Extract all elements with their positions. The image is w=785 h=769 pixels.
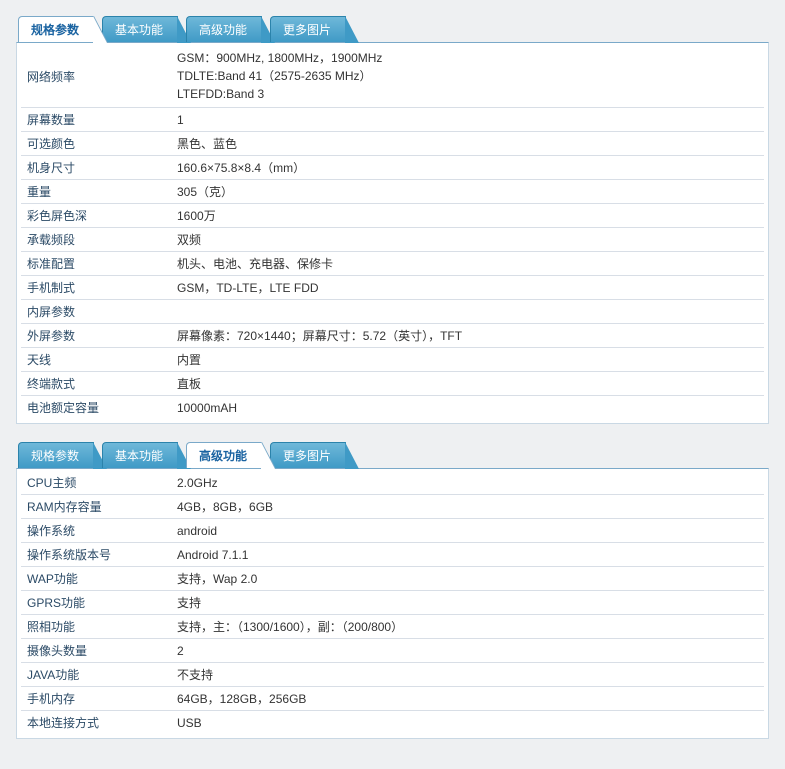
spec-row-value: 内置	[171, 348, 764, 372]
table-row: 网络频率GSM：900MHz, 1800MHz，1900MHzTDLTE:Ban…	[21, 45, 764, 108]
tab-bar-2: 规格参数 基本功能 高级功能 更多图片	[18, 440, 769, 468]
table-row: 本地连接方式USB	[21, 711, 764, 735]
spec-panel-2: 规格参数 基本功能 高级功能 更多图片 CPU主频2.0GHzRAM内存容量4G…	[16, 440, 769, 739]
table-row: 手机内存64GB，128GB，256GB	[21, 687, 764, 711]
table-row: 操作系统android	[21, 519, 764, 543]
spec-row-value: 1600万	[171, 204, 764, 228]
spec-row-value: Android 7.1.1	[171, 543, 764, 567]
spec-row-value: USB	[171, 711, 764, 735]
spec-row-label: 照相功能	[21, 615, 171, 639]
tab-label: 规格参数	[31, 449, 79, 463]
spec-row-label: 电池额定容量	[21, 396, 171, 420]
tab-label: 更多图片	[283, 23, 331, 37]
spec-row-value	[171, 300, 764, 324]
spec-table-2-wrap: CPU主频2.0GHzRAM内存容量4GB，8GB，6GB操作系统android…	[16, 468, 769, 739]
tab-spec-params[interactable]: 规格参数	[18, 16, 94, 42]
spec-row-value: GSM，TD-LTE，LTE FDD	[171, 276, 764, 300]
table-row: 机身尺寸160.6×75.8×8.4（mm）	[21, 156, 764, 180]
spec-row-label: 彩色屏色深	[21, 204, 171, 228]
table-row: 承载频段双频	[21, 228, 764, 252]
spec-row-label: 手机内存	[21, 687, 171, 711]
tab2-adv-func[interactable]: 高级功能	[186, 442, 262, 468]
tab-basic-func[interactable]: 基本功能	[102, 16, 178, 42]
tab2-more-pics[interactable]: 更多图片	[270, 442, 346, 468]
spec-row-label: 屏幕数量	[21, 108, 171, 132]
spec-row-value: 黑色、蓝色	[171, 132, 764, 156]
spec-row-value: 64GB，128GB，256GB	[171, 687, 764, 711]
tab2-spec-params[interactable]: 规格参数	[18, 442, 94, 468]
spec-row-value: 不支持	[171, 663, 764, 687]
tab-more-pics[interactable]: 更多图片	[270, 16, 346, 42]
table-row: 标准配置机头、电池、充电器、保修卡	[21, 252, 764, 276]
table-row: 重量305（克）	[21, 180, 764, 204]
spec-row-value: 4GB，8GB，6GB	[171, 495, 764, 519]
spec-row-label: 摄像头数量	[21, 639, 171, 663]
spec-row-label: 操作系统版本号	[21, 543, 171, 567]
spec-row-value: 支持，主：（1300/1600），副：（200/800）	[171, 615, 764, 639]
spec-row-label: JAVA功能	[21, 663, 171, 687]
spec-row-value: 2	[171, 639, 764, 663]
table-row: 摄像头数量2	[21, 639, 764, 663]
table-row: 电池额定容量10000mAH	[21, 396, 764, 420]
spec-row-label: 内屏参数	[21, 300, 171, 324]
tab-label: 更多图片	[283, 449, 331, 463]
spec-row-label: 标准配置	[21, 252, 171, 276]
spec-row-label: 重量	[21, 180, 171, 204]
table-row: GPRS功能支持	[21, 591, 764, 615]
tab-label: 基本功能	[115, 23, 163, 37]
table-row: 照相功能支持，主：（1300/1600），副：（200/800）	[21, 615, 764, 639]
table-row: 彩色屏色深1600万	[21, 204, 764, 228]
tab-label: 规格参数	[31, 23, 79, 37]
spec-row-label: WAP功能	[21, 567, 171, 591]
tab-label: 高级功能	[199, 449, 247, 463]
spec-row-label: GPRS功能	[21, 591, 171, 615]
spec-row-label: 终端款式	[21, 372, 171, 396]
spec-row-label: 手机制式	[21, 276, 171, 300]
tab-label: 高级功能	[199, 23, 247, 37]
spec-row-value: 机头、电池、充电器、保修卡	[171, 252, 764, 276]
spec-row-value: 双频	[171, 228, 764, 252]
tab2-basic-func[interactable]: 基本功能	[102, 442, 178, 468]
table-row: 内屏参数	[21, 300, 764, 324]
table-row: WAP功能支持，Wap 2.0	[21, 567, 764, 591]
spec-row-value: GSM：900MHz, 1800MHz，1900MHzTDLTE:Band 41…	[171, 45, 764, 108]
tab-bar-1: 规格参数 基本功能 高级功能 更多图片	[18, 14, 769, 42]
table-row: 外屏参数屏幕像素：720×1440；屏幕尺寸：5.72（英寸），TFT	[21, 324, 764, 348]
spec-row-label: 可选颜色	[21, 132, 171, 156]
spec-row-value: 屏幕像素：720×1440；屏幕尺寸：5.72（英寸），TFT	[171, 324, 764, 348]
spec-row-value: 2.0GHz	[171, 471, 764, 495]
spec-row-label: 本地连接方式	[21, 711, 171, 735]
spec-row-label: 天线	[21, 348, 171, 372]
spec-row-value: 直板	[171, 372, 764, 396]
spec-row-value: 305（克）	[171, 180, 764, 204]
spec-row-value: android	[171, 519, 764, 543]
table-row: 终端款式直板	[21, 372, 764, 396]
table-row: 操作系统版本号Android 7.1.1	[21, 543, 764, 567]
table-row: RAM内存容量4GB，8GB，6GB	[21, 495, 764, 519]
spec-row-label: CPU主频	[21, 471, 171, 495]
tab-label: 基本功能	[115, 449, 163, 463]
spec-panel-1: 规格参数 基本功能 高级功能 更多图片 网络频率GSM：900MHz, 1800…	[16, 14, 769, 424]
spec-row-value: 1	[171, 108, 764, 132]
spec-row-label: 外屏参数	[21, 324, 171, 348]
spec-row-label: 承载频段	[21, 228, 171, 252]
spec-row-label: 网络频率	[21, 45, 171, 108]
table-row: JAVA功能不支持	[21, 663, 764, 687]
spec-row-value: 10000mAH	[171, 396, 764, 420]
table-row: 手机制式GSM，TD-LTE，LTE FDD	[21, 276, 764, 300]
spec-row-label: 机身尺寸	[21, 156, 171, 180]
spec-row-value: 支持，Wap 2.0	[171, 567, 764, 591]
spec-row-label: RAM内存容量	[21, 495, 171, 519]
tab-adv-func[interactable]: 高级功能	[186, 16, 262, 42]
table-row: 可选颜色黑色、蓝色	[21, 132, 764, 156]
table-row: 屏幕数量1	[21, 108, 764, 132]
spec-row-value: 160.6×75.8×8.4（mm）	[171, 156, 764, 180]
table-row: CPU主频2.0GHz	[21, 471, 764, 495]
spec-table-2: CPU主频2.0GHzRAM内存容量4GB，8GB，6GB操作系统android…	[21, 471, 764, 734]
spec-row-value: 支持	[171, 591, 764, 615]
spec-table-1-wrap: 网络频率GSM：900MHz, 1800MHz，1900MHzTDLTE:Ban…	[16, 42, 769, 424]
spec-row-label: 操作系统	[21, 519, 171, 543]
spec-table-1: 网络频率GSM：900MHz, 1800MHz，1900MHzTDLTE:Ban…	[21, 45, 764, 419]
table-row: 天线内置	[21, 348, 764, 372]
